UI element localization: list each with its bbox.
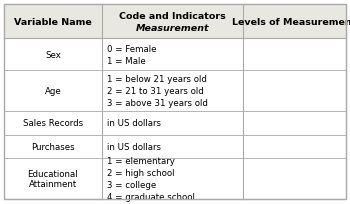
Text: in US dollars: in US dollars [107,119,161,128]
Bar [243,5,346,39]
Text: Code and Indicators: Code and Indicators [119,11,226,20]
Text: 0 = Female
1 = Male: 0 = Female 1 = Male [107,45,157,65]
Text: 1 = elementary
2 = high school
3 = college
4 = graduate school: 1 = elementary 2 = high school 3 = colle… [107,157,195,201]
Text: in US dollars: in US dollars [107,142,161,151]
Text: Age: Age [44,87,61,96]
Text: Educational
Attainment: Educational Attainment [28,169,78,188]
Bar [102,5,243,39]
Text: Measurement: Measurement [136,24,209,33]
Text: 1 = below 21 years old
2 = 21 to 31 years old
3 = above 31 years old: 1 = below 21 years old 2 = 21 to 31 year… [107,75,208,107]
Text: Purchases: Purchases [31,142,75,151]
Text: Levels of Measurement: Levels of Measurement [232,18,350,27]
Text: Sex: Sex [45,51,61,60]
Text: Sales Records: Sales Records [23,119,83,128]
Bar [4,5,101,39]
Text: Variable Name: Variable Name [14,18,92,27]
